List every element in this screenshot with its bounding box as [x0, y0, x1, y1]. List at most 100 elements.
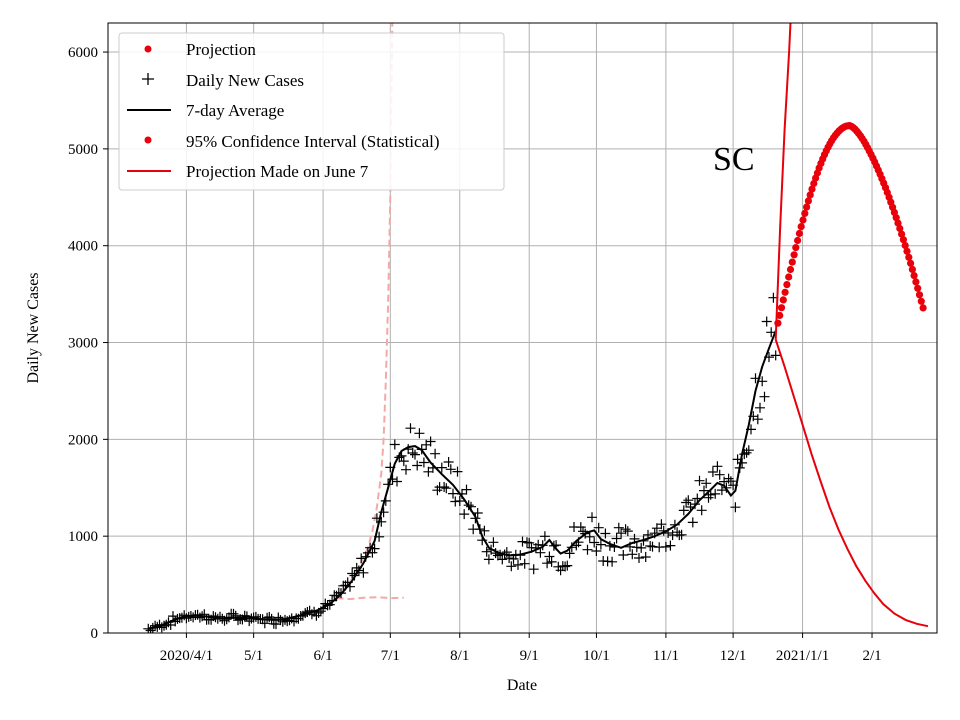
x-tick-label: 2021/1/1 — [776, 648, 829, 664]
daily-case-marker — [622, 526, 633, 537]
daily-case-marker — [562, 560, 573, 571]
legend-item: 95% Confidence Interval (Statistical) — [186, 132, 440, 151]
daily-case-marker — [660, 541, 671, 552]
daily-case-marker — [436, 462, 447, 473]
x-axis-label: Date — [507, 677, 537, 694]
projection-dot — [779, 296, 787, 304]
legend-item: Projection — [186, 40, 256, 59]
daily-case-marker — [542, 558, 553, 569]
y-tick-label: 5000 — [68, 142, 98, 158]
daily-case-marker — [575, 522, 586, 533]
plot-frame — [107, 22, 938, 634]
projection-dot — [808, 185, 816, 193]
daily-case-marker — [607, 556, 618, 567]
daily-case-marker — [239, 610, 250, 621]
daily-case-marker — [752, 414, 763, 425]
daily-case-marker — [616, 528, 627, 539]
state-annotation: SC — [713, 141, 755, 178]
projection-dot — [917, 297, 925, 305]
projection-dot — [788, 258, 796, 266]
legend-cases-marker — [142, 73, 154, 85]
projection-dot — [795, 229, 804, 238]
daily-case-marker — [584, 531, 595, 542]
daily-case-marker — [620, 524, 631, 535]
daily-case-marker — [743, 445, 754, 456]
x-tick-label: 10/1 — [583, 648, 610, 664]
daily-case-marker — [425, 436, 436, 447]
daily-case-marker — [145, 625, 156, 633]
daily-case-marker — [714, 469, 725, 480]
daily-case-marker — [356, 553, 367, 564]
projection-dot — [797, 223, 805, 231]
daily-case-marker — [497, 554, 508, 565]
daily-case-marker — [546, 556, 557, 567]
projection-dot — [914, 284, 922, 292]
daily-case-marker — [448, 488, 458, 499]
daily-case-marker — [481, 546, 492, 557]
daily-case-marker — [392, 476, 402, 487]
projection-dot — [896, 224, 904, 233]
daily-case-marker — [701, 478, 712, 489]
daily-case-marker — [262, 612, 273, 623]
daily-case-marker — [181, 613, 192, 624]
projection-dot — [898, 230, 906, 238]
y-axis-ticks: 0 1000 2000 3000 4000 5000 6000 — [68, 45, 108, 642]
daily-case-marker — [398, 456, 409, 467]
x-tick-label: 12/1 — [720, 648, 747, 664]
projection-dot — [792, 244, 800, 252]
daily-case-marker — [459, 509, 470, 520]
daily-case-marker — [716, 485, 727, 496]
projection-dot — [894, 219, 902, 227]
projection-dot — [892, 214, 900, 222]
y-tick-label: 6000 — [68, 45, 98, 61]
y-tick-label: 2000 — [68, 432, 98, 448]
legend-item: Projection Made on June 7 — [186, 162, 369, 181]
projection-dot — [908, 265, 917, 273]
daily-case-marker — [430, 448, 441, 459]
daily-case-marker — [215, 611, 225, 622]
x-tick-label: 2/1 — [862, 648, 881, 664]
daily-case-marker — [524, 537, 535, 548]
projection-dot — [806, 191, 814, 199]
daily-case-marker — [595, 539, 606, 550]
daily-case-marker — [306, 609, 317, 620]
daily-case-marker — [707, 467, 718, 477]
projection-dot — [901, 241, 909, 250]
daily-case-marker — [730, 502, 741, 513]
daily-case-marker — [705, 489, 716, 500]
daily-case-marker — [611, 533, 622, 544]
daily-case-marker — [401, 464, 411, 475]
daily-case-marker — [284, 615, 295, 626]
daily-case-marker — [537, 540, 548, 551]
projection-june7-lines — [774, 23, 929, 628]
y-axis-label: Daily New Cases — [25, 272, 42, 383]
daily-case-marker — [535, 547, 546, 558]
daily-case-marker — [407, 448, 418, 458]
daily-case-marker — [627, 549, 638, 560]
seven-day-average-path — [148, 330, 777, 631]
earlier-projection-line — [336, 596, 404, 601]
daily-case-marker — [631, 542, 642, 553]
daily-case-marker — [710, 488, 721, 499]
daily-case-marker — [676, 529, 687, 540]
y-tick-label: 4000 — [68, 239, 98, 255]
daily-case-marker — [665, 540, 676, 551]
daily-case-marker — [712, 461, 723, 472]
daily-case-marker — [696, 505, 707, 516]
projection-dot — [777, 304, 786, 312]
daily-case-marker — [770, 350, 781, 361]
daily-case-marker — [587, 512, 597, 523]
daily-case-marker — [199, 609, 210, 620]
x-tick-label: 2020/4/1 — [160, 648, 213, 664]
projection-dot — [899, 236, 908, 244]
daily-case-marker — [539, 531, 550, 542]
earlier-projection-dashed — [335, 23, 404, 601]
legend-box — [118, 32, 505, 191]
daily-case-marker — [418, 457, 429, 468]
daily-case-marker — [593, 522, 604, 533]
daily-case-marker — [544, 551, 555, 562]
daily-case-marker — [519, 558, 530, 569]
projection-dot — [912, 278, 920, 286]
daily-case-marker — [472, 508, 483, 518]
daily-case-marker — [156, 622, 167, 633]
